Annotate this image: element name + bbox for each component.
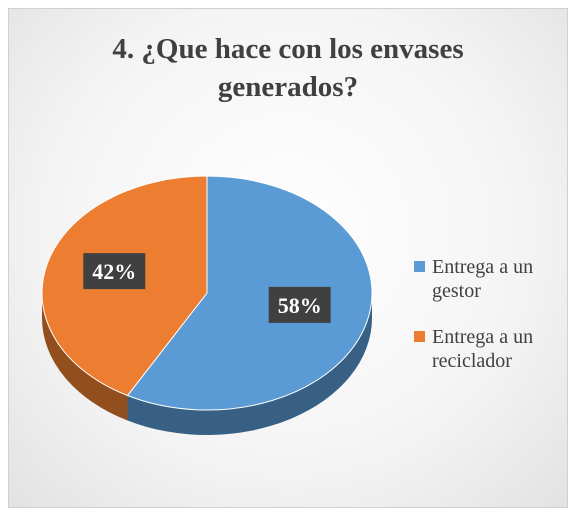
legend-swatch [414, 331, 425, 342]
slice-side [42, 293, 128, 421]
slice-side [127, 293, 372, 436]
value-label-box [268, 286, 331, 323]
value-label-box [83, 253, 146, 290]
chart-title: 4. ¿Que hace con los envases generados? [112, 33, 464, 103]
legend-label: Entrega a un gestor [432, 256, 534, 302]
slice [126, 175, 373, 411]
value-label: 58% [278, 293, 322, 318]
legend-swatch [414, 261, 425, 272]
legend-label: Entrega a un reciclador [432, 326, 534, 372]
value-label: 42% [92, 259, 136, 284]
